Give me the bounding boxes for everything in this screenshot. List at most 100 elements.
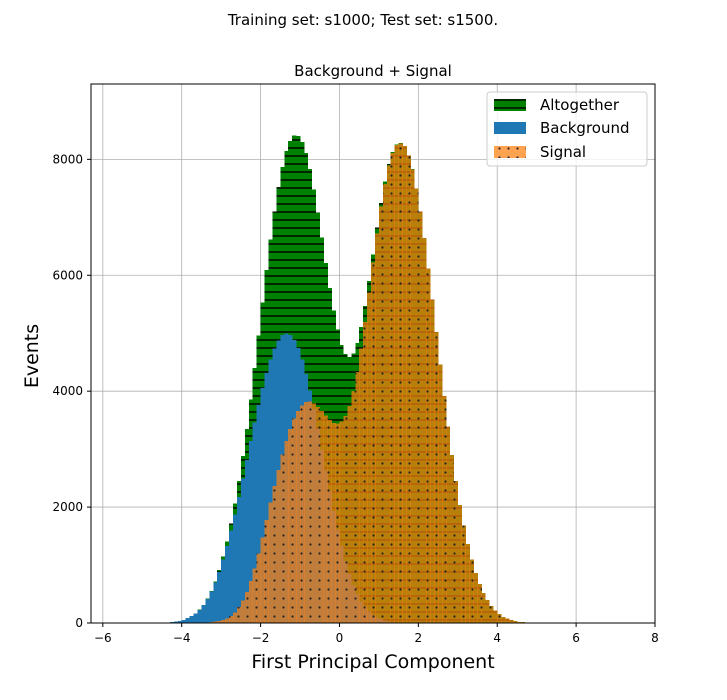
bar-signal	[516, 621, 522, 623]
x-tick-label: 6	[572, 631, 580, 645]
bar-signal	[457, 504, 463, 623]
bar-signal	[477, 583, 482, 623]
bar-background	[225, 545, 230, 623]
bar-signal	[473, 572, 478, 623]
x-tick-label: −6	[94, 631, 112, 645]
bar-background	[201, 605, 206, 623]
bar-signal	[252, 568, 257, 623]
bar-signal	[418, 211, 423, 623]
bar-background	[181, 619, 186, 623]
bar-signal	[280, 454, 285, 623]
bar-signal	[371, 262, 376, 623]
x-tick-label: 4	[493, 631, 501, 645]
bar-signal	[386, 165, 392, 623]
bar-signal	[367, 292, 372, 623]
bar-signal	[410, 169, 415, 623]
bar-background	[260, 388, 265, 623]
legend-frame	[486, 91, 648, 167]
y-tick-label: 6000	[52, 268, 83, 282]
bar-background	[173, 621, 179, 623]
y-tick-label: 2000	[52, 500, 83, 514]
bar-signal	[323, 415, 328, 623]
bar-background	[221, 559, 226, 623]
bar-signal	[501, 616, 506, 623]
histogram-bars	[165, 135, 545, 623]
bar-signal	[307, 401, 313, 623]
y-tick-label: 8000	[52, 152, 83, 166]
legend-swatch-altogether	[494, 99, 526, 111]
bar-signal	[461, 525, 466, 623]
bar-signal	[374, 233, 380, 623]
bar-signal	[390, 152, 395, 623]
bar-background	[248, 441, 254, 623]
x-tick-label: 8	[651, 631, 659, 645]
bar-background	[272, 348, 277, 623]
bar-signal	[430, 299, 435, 623]
x-tick-label: −2	[252, 631, 270, 645]
axis-ticks: −6 −4 −2 0 2 4 6 8 0 2000 4000 6000 8000	[52, 152, 658, 645]
bar-signal	[240, 600, 246, 623]
legend: Altogether Background Signal	[486, 91, 648, 167]
bar-signal	[465, 543, 470, 623]
legend-label-background: Background	[540, 119, 630, 137]
bar-signal	[438, 364, 443, 623]
bar-signal	[236, 607, 242, 623]
y-tick-label: 0	[75, 616, 83, 630]
y-axis-label: Events	[21, 324, 43, 388]
bar-signal	[296, 410, 301, 623]
legend-label-signal: Signal	[540, 143, 586, 161]
bar-background	[197, 609, 202, 623]
bar-signal	[489, 606, 494, 623]
bar-signal	[248, 581, 254, 623]
figure-suptitle: Training set: s1000; Test set: s1500.	[227, 11, 498, 29]
bar-signal	[485, 600, 490, 623]
bar-background	[244, 459, 250, 623]
bar-signal	[264, 520, 269, 623]
bar-signal	[434, 332, 439, 623]
bar-signal	[382, 183, 388, 623]
bar-signal	[315, 406, 321, 623]
bar-signal	[292, 418, 297, 623]
bar-background	[193, 613, 198, 623]
bar-signal	[339, 421, 344, 623]
bar-signal	[414, 188, 419, 623]
bar-background	[264, 372, 269, 623]
bar-signal	[493, 610, 498, 623]
bar-background	[177, 620, 183, 623]
bar-signal	[213, 621, 218, 623]
bar-signal	[442, 395, 447, 623]
bar-signal	[355, 372, 360, 623]
bar-background	[213, 582, 218, 623]
bar-signal	[363, 321, 368, 623]
bar-background	[232, 514, 238, 623]
bar-background	[268, 359, 273, 623]
bar-signal	[406, 155, 411, 623]
bar-signal	[509, 620, 514, 623]
x-tick-label: 2	[415, 631, 423, 645]
bar-signal	[327, 419, 332, 623]
bar-signal	[505, 618, 510, 623]
bar-background	[205, 599, 210, 623]
bar-signal	[256, 553, 261, 623]
bar-signal	[422, 238, 427, 623]
bar-signal	[481, 592, 486, 623]
plot-frame	[90, 83, 656, 624]
bar-signal	[335, 423, 340, 623]
bar-signal	[260, 537, 265, 623]
bar-signal	[497, 614, 502, 623]
bar-signal	[398, 143, 403, 623]
bar-signal	[221, 619, 226, 623]
bar-signal	[347, 405, 352, 623]
bar-signal	[276, 469, 281, 623]
bar-signal	[343, 415, 348, 623]
legend-swatch-background	[494, 122, 526, 134]
bar-background	[217, 571, 222, 623]
bar-signal	[453, 481, 459, 623]
bar-background	[185, 618, 190, 623]
bar-signal	[426, 268, 431, 623]
bar-background	[240, 478, 246, 623]
bar-signal	[359, 348, 364, 623]
bar-signal	[445, 426, 451, 623]
bar-signal	[217, 621, 222, 623]
